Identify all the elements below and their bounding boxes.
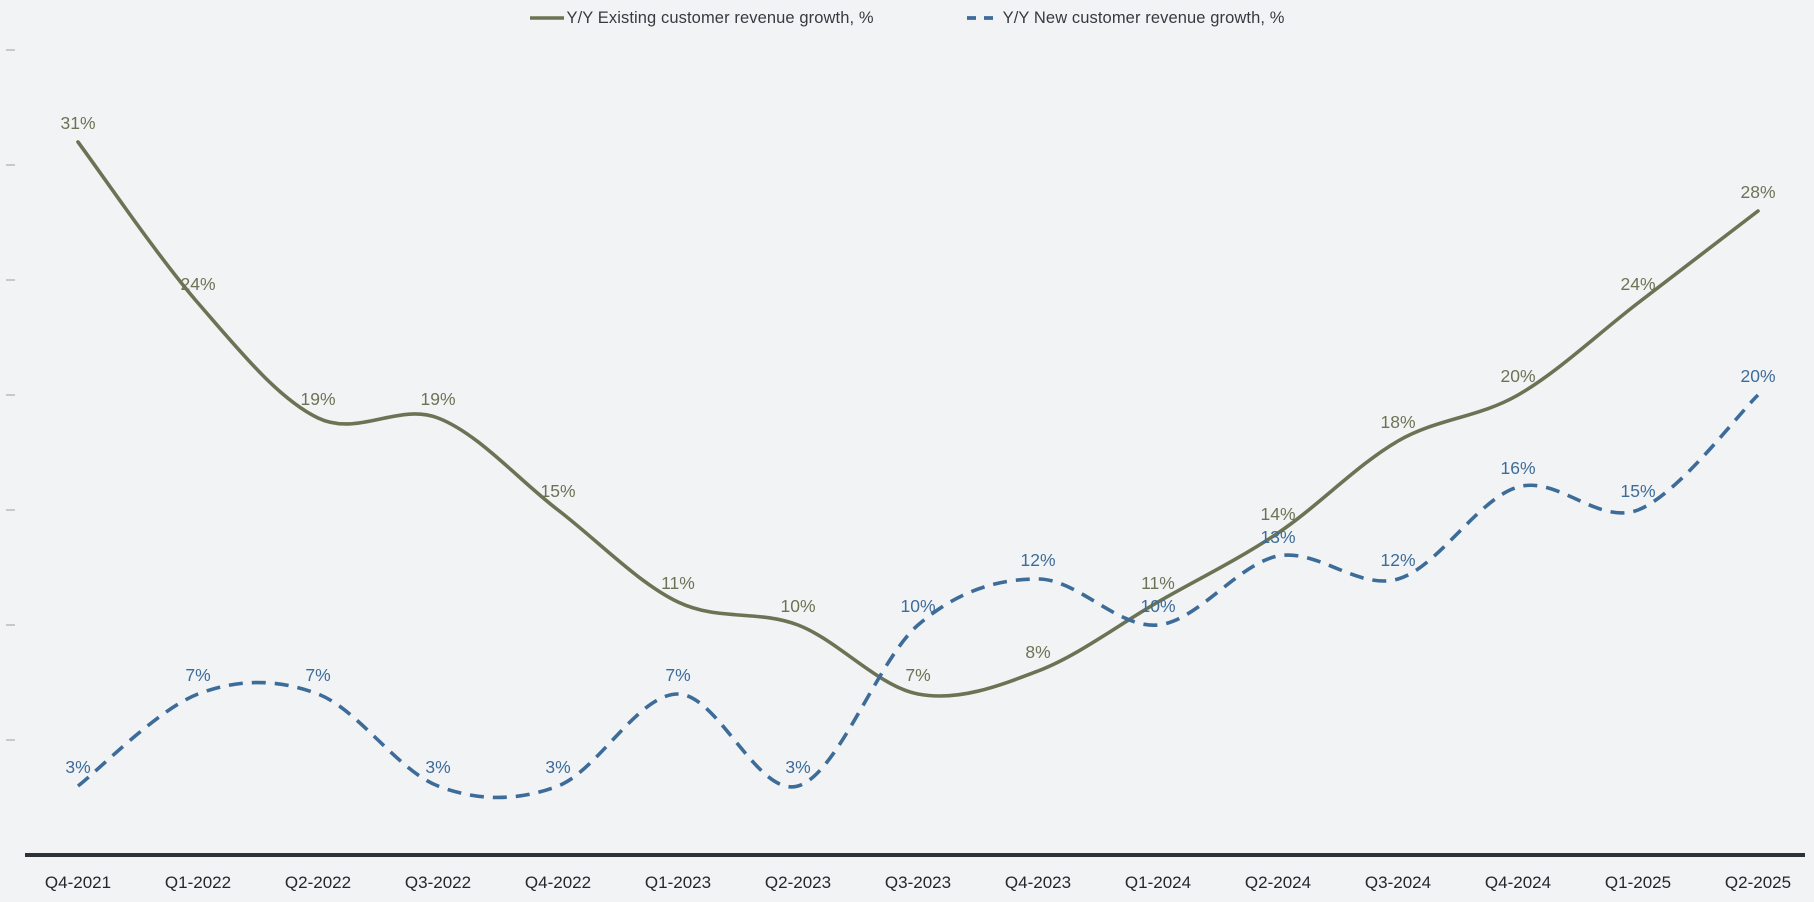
line-new xyxy=(76,393,1760,800)
data-label-existing-Q1-2023: 11% xyxy=(661,573,695,593)
data-label-existing-Q1-2022: 24% xyxy=(180,274,215,294)
data-label-existing-Q2-2023: 10% xyxy=(780,596,815,616)
data-label-new-Q1-2025: 15% xyxy=(1620,481,1655,501)
x-axis-label-Q1-2023: Q1-2023 xyxy=(645,873,711,892)
data-label-new-Q1-2023: 7% xyxy=(665,665,690,685)
data-label-new-Q2-2023: 3% xyxy=(785,757,810,777)
x-axis-label-Q3-2022: Q3-2022 xyxy=(405,873,471,892)
x-axis-label-Q4-2023: Q4-2023 xyxy=(1005,873,1071,892)
data-label-existing-Q4-2022: 15% xyxy=(540,481,575,501)
x-axis-label-Q1-2025: Q1-2025 xyxy=(1605,873,1671,892)
data-label-existing-Q1-2025: 24% xyxy=(1620,274,1655,294)
data-label-new-Q4-2024: 16% xyxy=(1500,458,1535,478)
data-label-existing-Q2-2025: 28% xyxy=(1740,182,1775,202)
data-label-new-Q1-2022: 7% xyxy=(185,665,210,685)
x-axis-label-Q1-2022: Q1-2022 xyxy=(165,873,231,892)
x-axis-label-Q4-2021: Q4-2021 xyxy=(45,873,111,892)
x-axis-label-Q4-2022: Q4-2022 xyxy=(525,873,591,892)
x-axis-label-Q4-2024: Q4-2024 xyxy=(1485,873,1551,892)
data-label-existing-Q4-2024: 20% xyxy=(1500,366,1535,386)
data-label-new-Q3-2023: 10% xyxy=(900,596,935,616)
x-axis-label-Q2-2025: Q2-2025 xyxy=(1725,873,1791,892)
data-label-new-Q2-2025: 20% xyxy=(1740,366,1775,386)
x-axis-label-Q2-2024: Q2-2024 xyxy=(1245,873,1311,892)
data-label-existing-Q3-2023: 7% xyxy=(905,665,930,685)
data-label-new-Q2-2022: 7% xyxy=(305,665,330,685)
data-label-existing-Q2-2022: 19% xyxy=(300,389,335,409)
x-axis-label-Q2-2022: Q2-2022 xyxy=(285,873,351,892)
data-label-existing-Q1-2024: 11% xyxy=(1141,573,1175,593)
line-existing xyxy=(76,140,1760,698)
data-label-existing-Q2-2024: 14% xyxy=(1260,504,1295,524)
data-label-existing-Q4-2023: 8% xyxy=(1025,642,1050,662)
data-label-new-Q4-2023: 12% xyxy=(1020,550,1055,570)
x-axis-label-Q2-2023: Q2-2023 xyxy=(765,873,831,892)
data-label-new-Q3-2024: 12% xyxy=(1380,550,1415,570)
data-label-existing-Q4-2021: 31% xyxy=(60,113,95,133)
x-axis-label-Q1-2024: Q1-2024 xyxy=(1125,873,1191,892)
data-label-existing-Q3-2024: 18% xyxy=(1380,412,1415,432)
x-axis-label-Q3-2023: Q3-2023 xyxy=(885,873,951,892)
x-axis-label-Q3-2024: Q3-2024 xyxy=(1365,873,1431,892)
data-label-new-Q1-2024: 10% xyxy=(1140,596,1175,616)
data-label-new-Q3-2022: 3% xyxy=(425,757,450,777)
data-label-new-Q4-2021: 3% xyxy=(65,757,90,777)
data-label-new-Q2-2024: 13% xyxy=(1260,527,1295,547)
data-label-existing-Q3-2022: 19% xyxy=(420,389,455,409)
data-label-new-Q4-2022: 3% xyxy=(545,757,570,777)
